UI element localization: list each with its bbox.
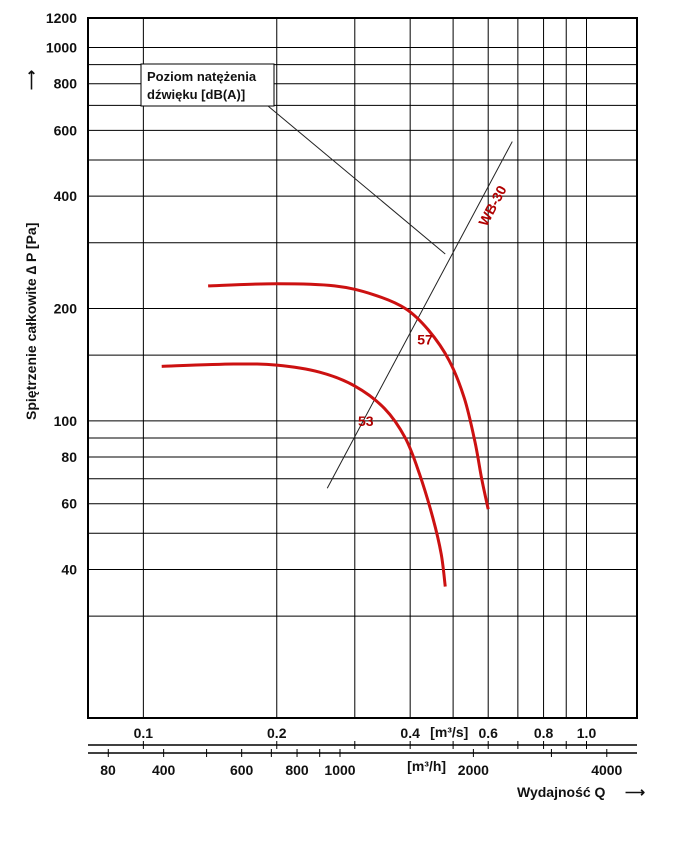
- x-unit-label-m3h: [m³/h]: [407, 758, 446, 774]
- x-tick-label-m3s: 0.1: [134, 725, 154, 741]
- y-tick-label: 100: [54, 413, 78, 429]
- system-line-wb-30: [326, 141, 513, 489]
- x-tick-label-m3s: 0.2: [267, 725, 287, 741]
- y-tick-label: 40: [61, 561, 77, 577]
- x-tick-label-m3h: 1000: [324, 762, 355, 778]
- x-tick-label-m3h: 600: [230, 762, 254, 778]
- y-tick-label: 1200: [46, 10, 77, 26]
- annotation-group: Poziom natężenia dźwięku [dB(A)]: [140, 63, 446, 255]
- y-tick-label: 600: [54, 122, 78, 138]
- x-axis-arrow: ⟶: [625, 784, 645, 800]
- annotation-leader: [267, 105, 446, 255]
- y-tick-label: 1000: [46, 40, 77, 56]
- y-tick-label: 400: [54, 188, 78, 204]
- y-axis-label: Spiętrzenie całkowite ∆ P [Pa]: [23, 223, 39, 420]
- annotation-box: [140, 63, 275, 107]
- curve-53: [161, 362, 447, 587]
- x-tick-label-m3h: 800: [285, 762, 309, 778]
- x-tick-label-m3h: 2000: [458, 762, 489, 778]
- plot-frame: [87, 17, 638, 719]
- x-axis-label: Wydajność Q: [517, 784, 606, 800]
- y-tick-label: 60: [61, 496, 77, 512]
- x-tick-label-m3h: 80: [100, 762, 116, 778]
- y-tick-labels: 1200 1000 800 600 400 200 100 80 60 40: [46, 10, 77, 577]
- annotation-line-1: Poziom natężenia: [147, 69, 257, 84]
- curve-label-57: 57: [417, 332, 433, 348]
- x-tick-label-m3h: 400: [152, 762, 176, 778]
- x-axis-m3h: 80 400 600 800 1000 2000 4000 [m³/h]: [88, 749, 637, 778]
- y-tick-label: 800: [54, 76, 78, 92]
- x-axis-m3s: 0.1 0.2 0.4 0.6 0.8 1.0 [m³/s]: [88, 724, 637, 749]
- x-tick-label-m3h: 4000: [591, 762, 622, 778]
- x-tick-label-m3s: 1.0: [577, 725, 597, 741]
- y-tick-label: 80: [61, 449, 77, 465]
- annotation-line-2: dźwięku [dB(A)]: [147, 87, 245, 102]
- curve-label-53: 53: [358, 413, 374, 429]
- curve-57: [208, 282, 490, 510]
- x-tick-label-m3s: 0.8: [534, 725, 554, 741]
- y-tick-label: 200: [54, 301, 78, 317]
- y-axis-arrow: ⟶: [23, 70, 39, 90]
- x-tick-label-m3s: 0.4: [400, 725, 420, 741]
- x-tick-label-m3s: 0.6: [478, 725, 498, 741]
- x-unit-label-m3s: [m³/s]: [430, 724, 468, 740]
